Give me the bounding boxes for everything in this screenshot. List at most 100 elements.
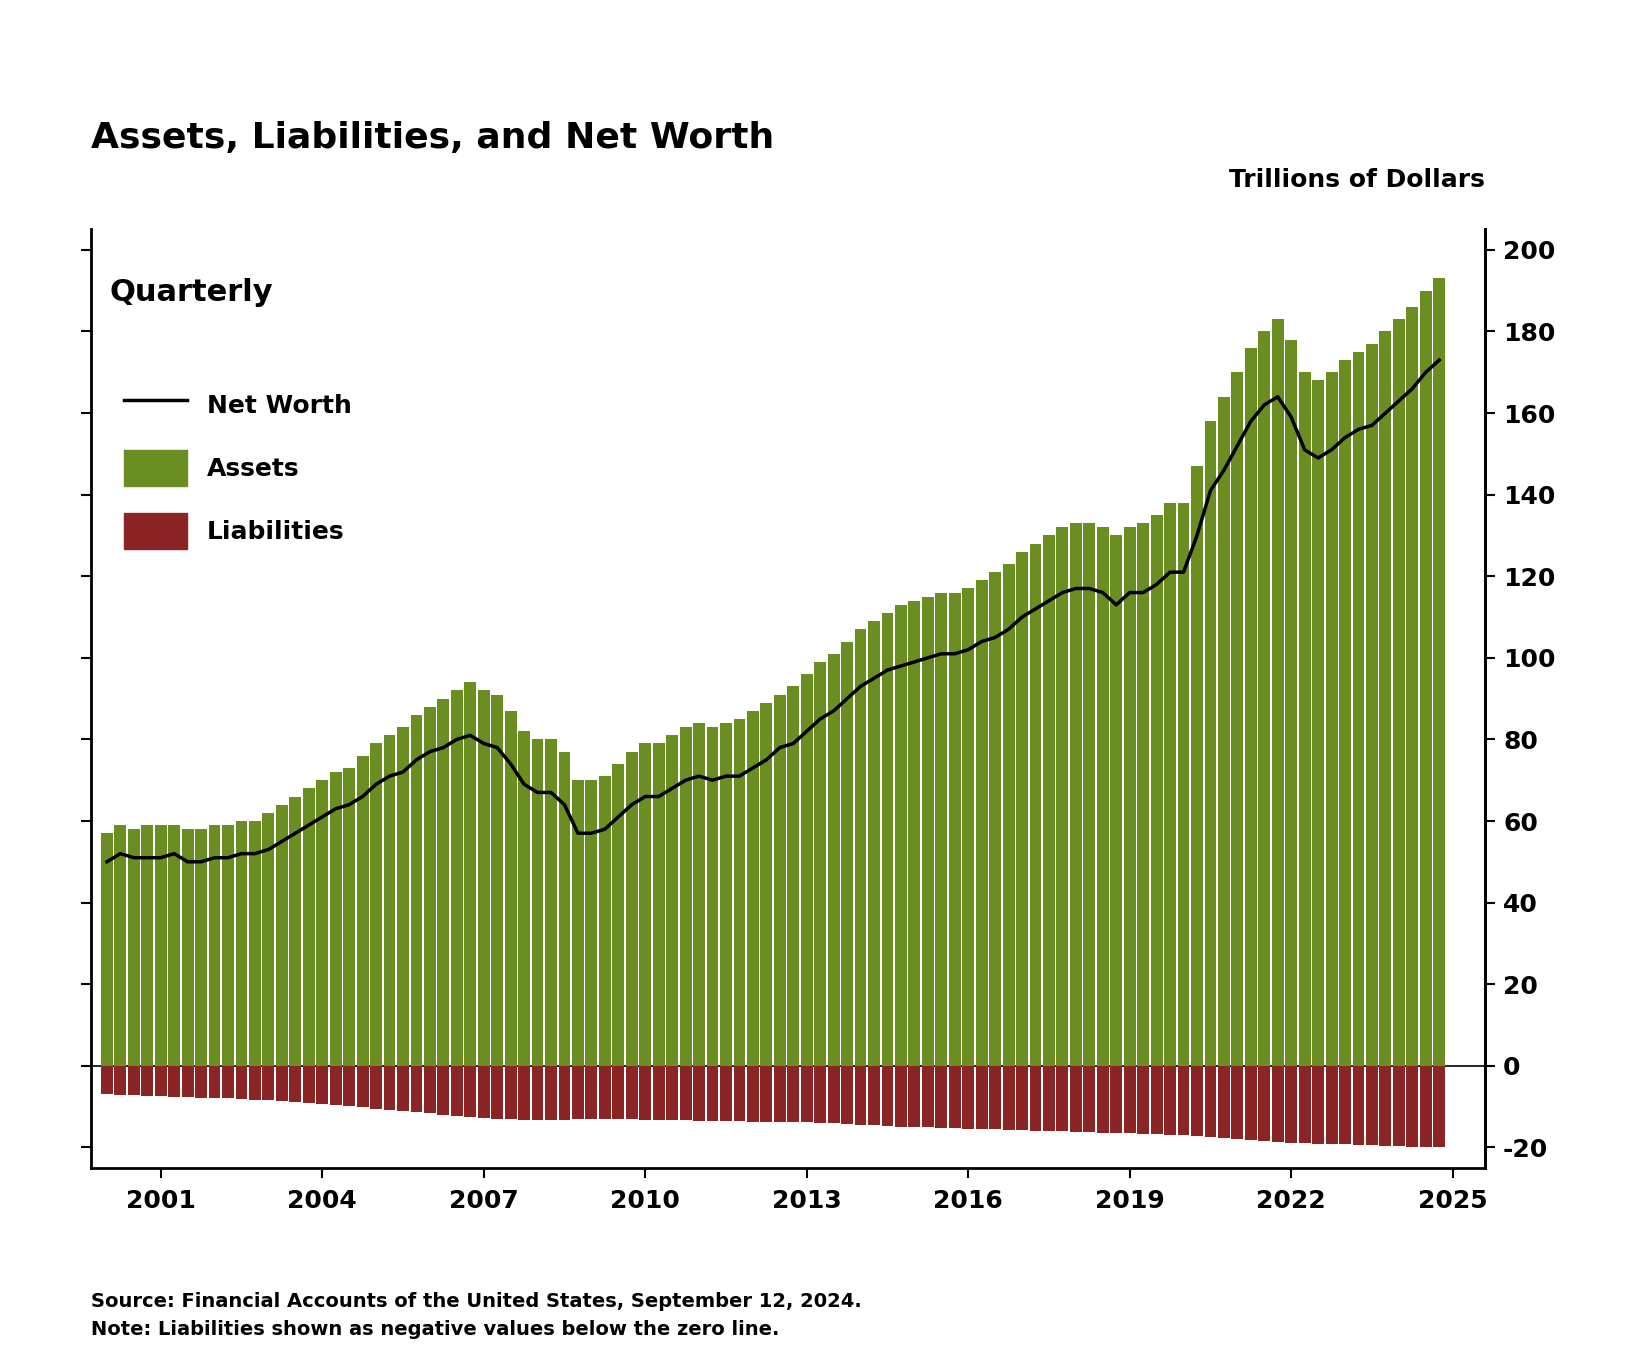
Bar (1325, 373, 1338, 1065)
Bar (450, 690, 462, 1065)
Bar (599, 1065, 610, 1119)
Bar (868, 1065, 879, 1125)
Bar (505, 711, 516, 1065)
Bar (1069, 524, 1082, 1065)
Bar (975, 580, 988, 1065)
Bar (881, 1065, 893, 1126)
Bar (894, 1065, 908, 1126)
Bar (894, 605, 908, 1065)
Bar (1178, 502, 1190, 1065)
Bar (1340, 1065, 1351, 1145)
Bar (922, 597, 934, 1065)
Bar (1366, 1065, 1378, 1145)
Bar (464, 682, 477, 1065)
Bar (1434, 1065, 1445, 1148)
Bar (155, 825, 167, 1065)
Bar (693, 724, 705, 1065)
Bar (680, 1065, 691, 1120)
Bar (1259, 1065, 1270, 1141)
Bar (129, 829, 140, 1065)
Bar (625, 1065, 637, 1119)
Bar (518, 1065, 530, 1119)
Bar (168, 825, 180, 1065)
Text: Trillions of Dollars: Trillions of Dollars (1229, 167, 1485, 192)
Bar (828, 1065, 840, 1123)
Bar (168, 1065, 180, 1096)
Bar (330, 772, 342, 1065)
Bar (612, 764, 624, 1065)
Bar (909, 601, 921, 1065)
Bar (1137, 524, 1148, 1065)
Bar (101, 1065, 112, 1095)
Bar (868, 621, 879, 1065)
Bar (1353, 352, 1365, 1065)
Bar (101, 833, 112, 1065)
Bar (1259, 332, 1270, 1065)
Bar (800, 1065, 813, 1122)
Bar (1231, 1065, 1244, 1139)
Bar (411, 716, 422, 1065)
Bar (975, 1065, 988, 1129)
Bar (667, 736, 678, 1065)
Bar (383, 1065, 396, 1110)
Bar (586, 780, 597, 1065)
Bar (1353, 1065, 1365, 1145)
Bar (813, 1065, 827, 1123)
Bar (544, 1065, 558, 1120)
Bar (1393, 319, 1404, 1065)
Bar (531, 1065, 543, 1120)
Bar (1421, 1065, 1432, 1148)
Bar (1165, 502, 1176, 1065)
Bar (492, 1065, 503, 1119)
Bar (936, 1065, 947, 1127)
Bar (599, 776, 610, 1065)
Bar (1165, 1065, 1176, 1135)
Bar (800, 674, 813, 1065)
Bar (1150, 516, 1163, 1065)
Text: Quarterly: Quarterly (109, 278, 274, 308)
Bar (653, 1065, 665, 1119)
Bar (142, 1065, 153, 1096)
Bar (1056, 528, 1068, 1065)
Bar (747, 711, 759, 1065)
Bar (1406, 306, 1419, 1065)
Bar (1191, 466, 1203, 1065)
Bar (1030, 544, 1041, 1065)
Bar (1204, 421, 1216, 1065)
Bar (761, 703, 772, 1065)
Bar (424, 707, 436, 1065)
Bar (317, 1065, 328, 1104)
Bar (304, 1065, 315, 1103)
Bar (774, 1065, 785, 1122)
Bar (155, 1065, 167, 1096)
Bar (398, 728, 409, 1065)
Bar (559, 1065, 571, 1119)
Bar (424, 1065, 436, 1114)
Bar (276, 805, 287, 1065)
Bar (289, 796, 302, 1065)
Bar (1393, 1065, 1404, 1146)
Bar (625, 752, 637, 1065)
Bar (236, 1065, 248, 1099)
Bar (573, 780, 584, 1065)
Bar (249, 821, 261, 1065)
Bar (1124, 528, 1135, 1065)
Bar (1312, 381, 1323, 1065)
Bar (573, 1065, 584, 1119)
Bar (1110, 536, 1122, 1065)
Bar (1285, 340, 1297, 1065)
Bar (1299, 1065, 1310, 1143)
Bar (1299, 373, 1310, 1065)
Bar (842, 641, 853, 1065)
Bar (1312, 1065, 1323, 1143)
Bar (653, 744, 665, 1065)
Bar (356, 756, 368, 1065)
Bar (813, 662, 827, 1065)
Bar (276, 1065, 287, 1102)
Bar (1056, 1065, 1068, 1131)
Bar (343, 1065, 355, 1106)
Bar (1204, 1065, 1216, 1137)
Bar (370, 1065, 383, 1108)
Bar (398, 1065, 409, 1111)
Bar (909, 1065, 921, 1127)
